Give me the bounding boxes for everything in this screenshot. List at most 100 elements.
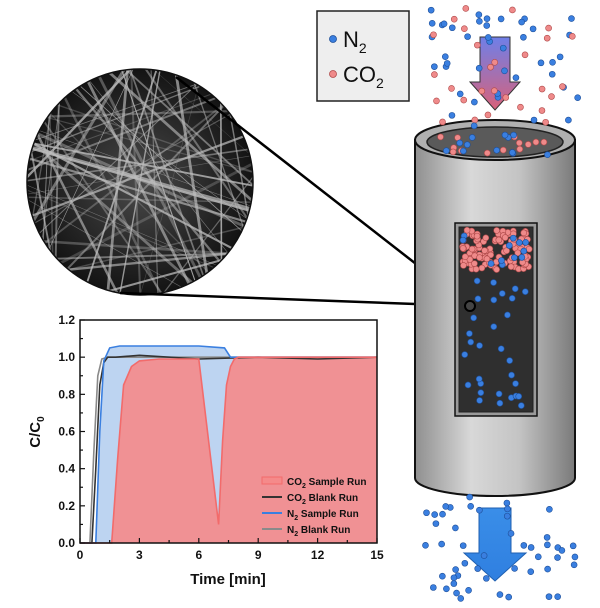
- n2-particle: [546, 505, 553, 513]
- zoom-line-lower: [119, 291, 471, 308]
- n2-particle: [422, 542, 429, 549]
- co2-particle: [503, 247, 510, 254]
- n2-particle: [518, 254, 526, 261]
- co2-particle: [430, 31, 437, 39]
- species-legend: N2 CO2: [316, 10, 410, 102]
- n2-particle: [504, 505, 511, 513]
- co2-particle: [532, 138, 540, 146]
- n2-particle: [474, 295, 482, 303]
- fiber-strand: [27, 69, 84, 295]
- n2-particle: [520, 33, 527, 41]
- legend-item-n2-sample: N2 Sample Run: [262, 509, 359, 522]
- n2-particle: [511, 254, 518, 261]
- n2-particle: [464, 33, 471, 40]
- n2-particle: [507, 530, 515, 537]
- n2-particle: [510, 234, 517, 242]
- co2-particle: [516, 145, 524, 153]
- n2-particle: [556, 53, 564, 61]
- n2-particle: [428, 20, 436, 27]
- n2-particle: [476, 397, 483, 404]
- fiber-strand: [27, 90, 253, 239]
- n2-particle: [520, 247, 528, 255]
- n2-particle: [443, 60, 451, 67]
- n2-particle: [515, 393, 523, 400]
- n2-particle: [475, 11, 483, 18]
- x-tick-label-5: 15: [370, 548, 384, 562]
- adsorption-column: [414, 119, 576, 497]
- co2-key-subscript: 2: [376, 75, 384, 91]
- n2-particle: [574, 94, 581, 102]
- n2-key-subscript: 2: [359, 40, 367, 56]
- co2-particle: [463, 226, 471, 234]
- y-tick-label-2: 0.4: [58, 462, 75, 476]
- co2-particle: [521, 51, 529, 59]
- fiber-strand: [27, 69, 248, 295]
- fiber-strand: [27, 89, 253, 274]
- fiber-strand: [27, 150, 253, 295]
- fiber-strand: [27, 69, 222, 295]
- fiber-strand: [219, 69, 224, 295]
- fiber-strand: [27, 69, 253, 295]
- co2-particle: [507, 263, 515, 270]
- fiber-strand: [121, 69, 253, 295]
- n2-particle: [475, 64, 483, 72]
- n2-particle: [440, 20, 448, 28]
- fiber-strand: [27, 77, 253, 253]
- breakthrough-chart: 0 3 6 9 12 15 0.0 0.2 0.4 0.6 0.8 1.0 1.2 Time [min…: [27, 313, 384, 588]
- n2-particle: [498, 290, 506, 297]
- fiber-strand: [27, 69, 253, 289]
- n2-particle: [522, 239, 529, 246]
- co2-particle: [484, 149, 491, 157]
- svg-text:CO2 Sample Run: CO2 Sample Run: [287, 477, 366, 490]
- n2-particle: [427, 6, 435, 14]
- x-tick-label-1: 3: [136, 548, 143, 562]
- n2-particle: [545, 593, 553, 600]
- co2-particle: [478, 87, 486, 95]
- n2-particle: [483, 575, 490, 582]
- n2-particle: [441, 53, 449, 60]
- co2-particle: [473, 232, 481, 240]
- co2-particle: [502, 94, 510, 101]
- legend-item-n2-blank: N2 Blank Run: [262, 525, 350, 538]
- n2-particle: [537, 59, 545, 67]
- n2-particle: [569, 542, 577, 550]
- co2-particle: [481, 247, 488, 254]
- n2-particle: [475, 375, 483, 383]
- n2-particle: [438, 540, 445, 548]
- co2-particle: [543, 34, 551, 42]
- co2-particle: [545, 24, 552, 32]
- co2-particle: [478, 264, 486, 272]
- fiber-strand: [27, 69, 204, 295]
- n2-particle: [497, 15, 505, 23]
- fiber-strand: [27, 69, 202, 295]
- gas-particles: [422, 5, 581, 602]
- fiber-strand: [27, 69, 253, 290]
- n2-particle: [448, 112, 456, 119]
- fiber-strand: [27, 123, 253, 224]
- co2-particle: [493, 266, 500, 273]
- fiber-strand: [146, 69, 229, 295]
- n2-particle: [521, 288, 529, 295]
- co2-particle: [484, 111, 492, 119]
- outflow-arrow-icon: [462, 507, 528, 582]
- co2-particle: [517, 103, 524, 111]
- n2-particle: [431, 63, 438, 70]
- fiber-strand: [27, 69, 253, 288]
- legend-item-co2-blank: CO2 Blank Run: [262, 493, 358, 506]
- n2-particle: [501, 131, 509, 139]
- n2-particle: [461, 559, 469, 567]
- n2-particle: [505, 593, 513, 601]
- n2-particle: [430, 584, 437, 591]
- fiber-strand: [27, 103, 253, 122]
- fiber-strand: [27, 69, 253, 295]
- n2-particle: [483, 15, 491, 22]
- co2-particle: [461, 253, 469, 261]
- n2-particle: [516, 239, 523, 246]
- x-tick-label-3: 9: [255, 548, 262, 562]
- n2-particle: [517, 402, 525, 409]
- x-tick-label-0: 0: [77, 548, 84, 562]
- n2-particle: [463, 141, 471, 148]
- co2-particle: [520, 229, 528, 237]
- n2-particle: [477, 389, 485, 396]
- svg-text:CO2 Blank Run: CO2 Blank Run: [287, 493, 358, 506]
